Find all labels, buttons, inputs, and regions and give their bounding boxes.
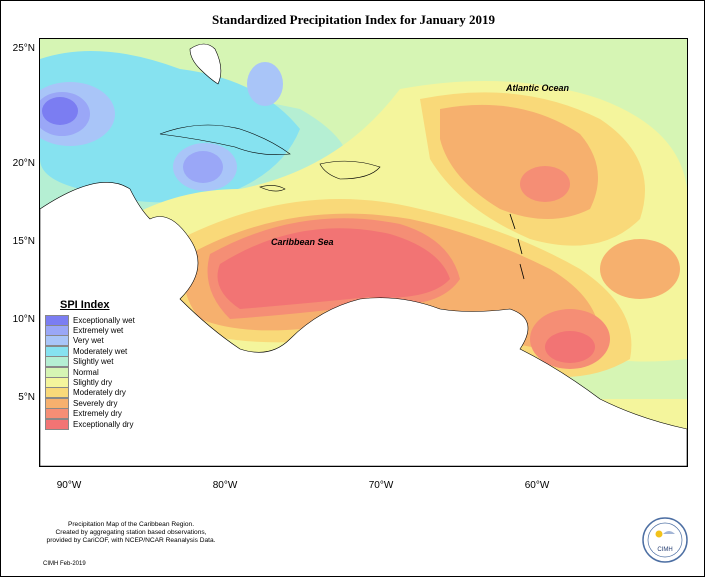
severely-dry-zone-3: [600, 239, 680, 299]
legend-label: Extremely dry: [73, 409, 122, 419]
legend-swatch: [45, 397, 69, 409]
spi-map: [39, 38, 688, 467]
legend-swatch: [45, 314, 69, 326]
spi-legend: SPI Index Exceptionally wet Extremely wet…: [41, 299, 171, 430]
land-florida: [189, 43, 222, 85]
legend-item: Moderately wet: [41, 345, 171, 357]
spi-map-canvas: [40, 39, 687, 466]
legend-item: Extremely dry: [41, 408, 171, 420]
legend-label: Normal: [73, 367, 99, 377]
legend-item: Moderately dry: [41, 387, 171, 399]
exceptionally-wet-zone: [42, 97, 78, 125]
lat-label-5: 5°N: [18, 392, 35, 403]
caribbean-sea-label: Caribbean Sea: [271, 237, 334, 247]
legend-swatch: [45, 366, 69, 378]
legend-swatch: [45, 408, 69, 420]
legend-label: Exceptionally wet: [73, 315, 135, 325]
land-hispaniola: [319, 160, 381, 180]
land-jamaica: [259, 185, 286, 192]
land-central-south-america: [40, 182, 687, 466]
legend-label: Severely dry: [73, 398, 118, 408]
legend-swatch: [45, 418, 69, 430]
cimh-logo-icon: CIMH: [642, 517, 688, 563]
legend-label: Slightly dry: [73, 378, 113, 388]
lon-label-80: 80°W: [212, 480, 238, 491]
lon-label-60: 60°W: [524, 480, 550, 491]
exceptionally-dry-zone-2: [545, 331, 595, 363]
footer-line: Precipitation Map of the Caribbean Regio…: [67, 521, 195, 528]
exceptionally-dry-zone: [217, 228, 450, 309]
lat-label-25: 25°N: [12, 43, 35, 54]
legend-swatch: [45, 345, 69, 357]
land-lesser-antilles: [509, 213, 525, 280]
legend-swatch: [45, 335, 69, 347]
extremely-wet-zone-2: [183, 151, 223, 183]
land-cuba: [159, 124, 291, 155]
lat-label-20: 20°N: [12, 158, 35, 169]
legend-item: Exceptionally dry: [41, 418, 171, 430]
legend-label: Extremely wet: [73, 326, 124, 336]
legend-title: SPI Index: [60, 299, 110, 311]
very-wet-zone-3: [247, 62, 283, 106]
logo-text: CIMH: [657, 547, 672, 553]
legend-item: Slightly dry: [41, 377, 171, 389]
legend-swatch: [45, 387, 69, 399]
legend-item: Slightly wet: [41, 356, 171, 368]
legend-item: Normal: [41, 366, 171, 378]
legend-swatch: [45, 325, 69, 337]
lat-label-15: 15°N: [12, 236, 35, 247]
legend-item: Exceptionally wet: [41, 314, 171, 326]
legend-label: Moderately wet: [73, 346, 128, 356]
legend-label: Very wet: [73, 336, 104, 346]
legend-swatch: [45, 356, 69, 368]
legend-swatch: [45, 377, 69, 389]
footer-line: provided by CariCOF, with NCEP/NCAR Rean…: [46, 537, 216, 544]
legend-label: Moderately dry: [73, 388, 126, 398]
lon-label-90: 90°W: [56, 480, 82, 491]
map-credit: CIMH Feb-2019: [43, 561, 86, 567]
lat-label-10: 10°N: [12, 314, 35, 325]
cimh-logo: CIMH: [641, 516, 689, 564]
legend-item: Severely dry: [41, 397, 171, 409]
atlantic-ocean-label: Atlantic Ocean: [506, 83, 570, 93]
footer-line: Created by aggregating station based obs…: [55, 529, 207, 536]
lon-label-70: 70°W: [368, 480, 394, 491]
legend-label: Exceptionally dry: [73, 419, 134, 429]
extremely-dry-zone-2: [520, 166, 570, 202]
legend-rows: Exceptionally wet Extremely wet Very wet Mo…: [41, 314, 171, 430]
map-title: Standardized Precipitation Index for Jan…: [211, 12, 495, 27]
map-footer-note: Precipitation Map of the Caribbean Regio…: [31, 521, 231, 545]
legend-label: Slightly wet: [73, 357, 114, 367]
legend-item: Extremely wet: [41, 325, 171, 337]
legend-item: Very wet: [41, 335, 171, 347]
